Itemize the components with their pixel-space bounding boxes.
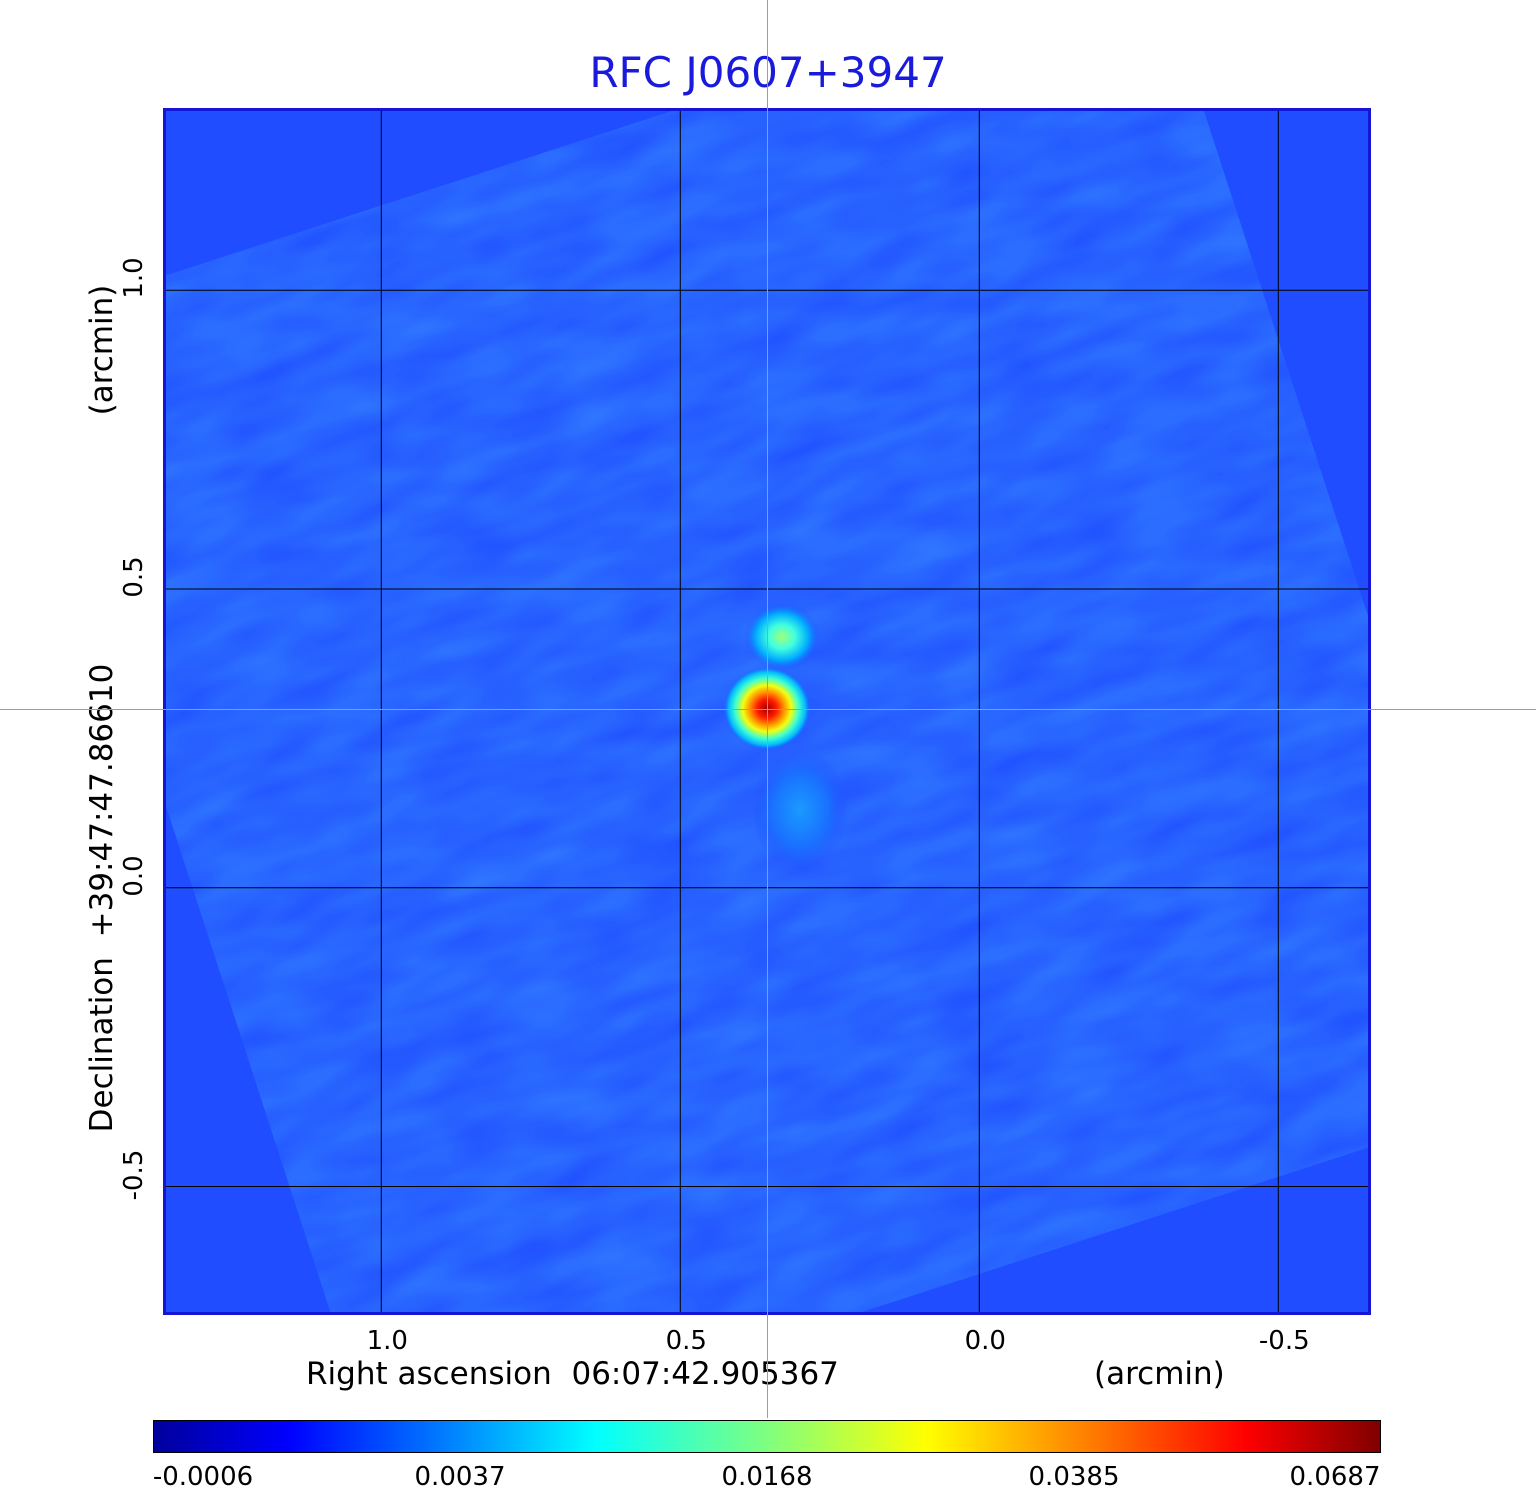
chart-title: RFC J0607+3947 [589, 48, 947, 97]
y-axis-label: Declination +39:47:47.86610 [84, 663, 120, 1133]
colorbar-tick-label: 0.0037 [414, 1462, 506, 1492]
y-tick-label: 0.5 [119, 556, 149, 598]
x-axis-unit: (arcmin) [1094, 1356, 1225, 1392]
y-axis-unit: (arcmin) [84, 284, 120, 416]
source-component [743, 602, 820, 671]
crosshair-vertical [767, 0, 768, 1418]
colorbar-tick-label: 0.0168 [721, 1462, 813, 1492]
x-tick-label: -0.5 [1258, 1326, 1310, 1356]
x-tick-label: 0.5 [665, 1326, 707, 1356]
x-tick-label: 0.0 [964, 1326, 1006, 1356]
y-tick-label: 0.0 [119, 855, 149, 897]
crosshair-horizontal [0, 708, 1536, 710]
x-axis-label: Right ascension 06:07:42.905367 [306, 1356, 839, 1392]
colorbar [153, 1420, 1381, 1453]
colorbar-tick-label: -0.0006 [152, 1462, 254, 1492]
y-tick-label: -0.5 [119, 1149, 149, 1200]
colorbar-tick-label: 0.0687 [1289, 1462, 1381, 1492]
x-tick-label: 1.0 [366, 1326, 408, 1356]
sources-layer [723, 602, 848, 873]
colorbar-tick-label: 0.0385 [1028, 1462, 1120, 1492]
y-tick-label: 1.0 [119, 257, 149, 299]
source-component [751, 748, 848, 873]
